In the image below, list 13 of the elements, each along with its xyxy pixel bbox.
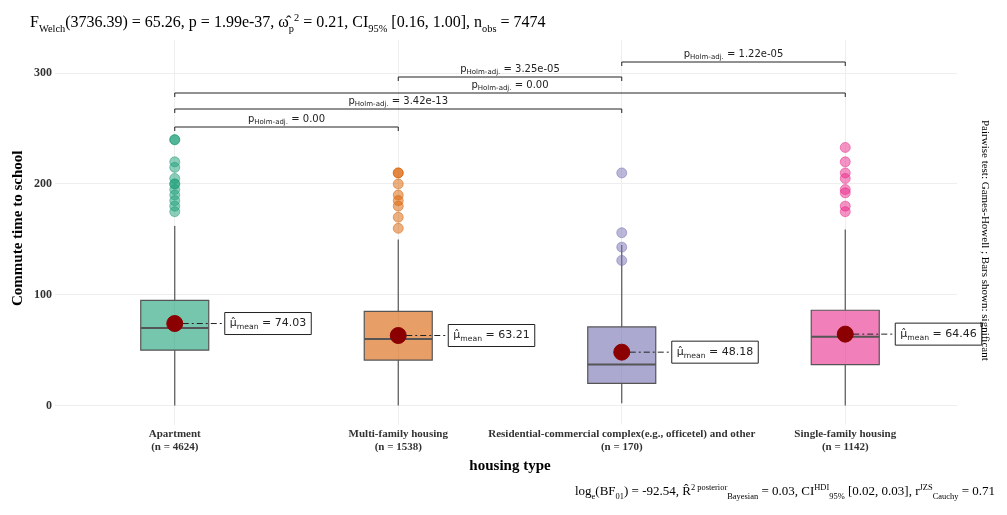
- x-axis-title: housing type: [469, 456, 551, 473]
- chart-title: F$_{Welch}$(3736.39) = 65.26, p = 1.99e-37, ω̂$_{p}$$^{2}$ = 0.21, CI$_{95%}$ [0.16, 1.00], n$_{obs}$ = 7474: [30, 12, 546, 34]
- text: Pairwise test: Games-Howell ; Bars shown: significant: [980, 120, 992, 361]
- y-tick-label: 100: [34, 286, 52, 301]
- y-tick-label: 300: [34, 65, 52, 80]
- y-tick-label: 0: [46, 397, 52, 412]
- x-tick-label: Apartment (n = 4624): [148, 427, 202, 454]
- x-tick-label: Residential-commercial complex(e.g., officetel) and other (n = 170): [488, 427, 756, 454]
- y-tick-label: 200: [34, 176, 52, 191]
- y-axis-title: Commute time to school: [8, 150, 25, 306]
- text: log$_{e}$(BF$_{01}$) = -92.54, R̂$^{2 posterior}$$_{Bayesian}$ = 0.03, CI$^{HDI}$$_{95%}$ [0.02, 0.03], r$^{JZS}$$_{Cauchy}$ = 0.71: [574, 482, 995, 501]
- x-tick-label: Single-family housing (n = 1142): [794, 427, 897, 454]
- x-tick-label: Multi-family housing (n = 1538): [348, 427, 449, 454]
